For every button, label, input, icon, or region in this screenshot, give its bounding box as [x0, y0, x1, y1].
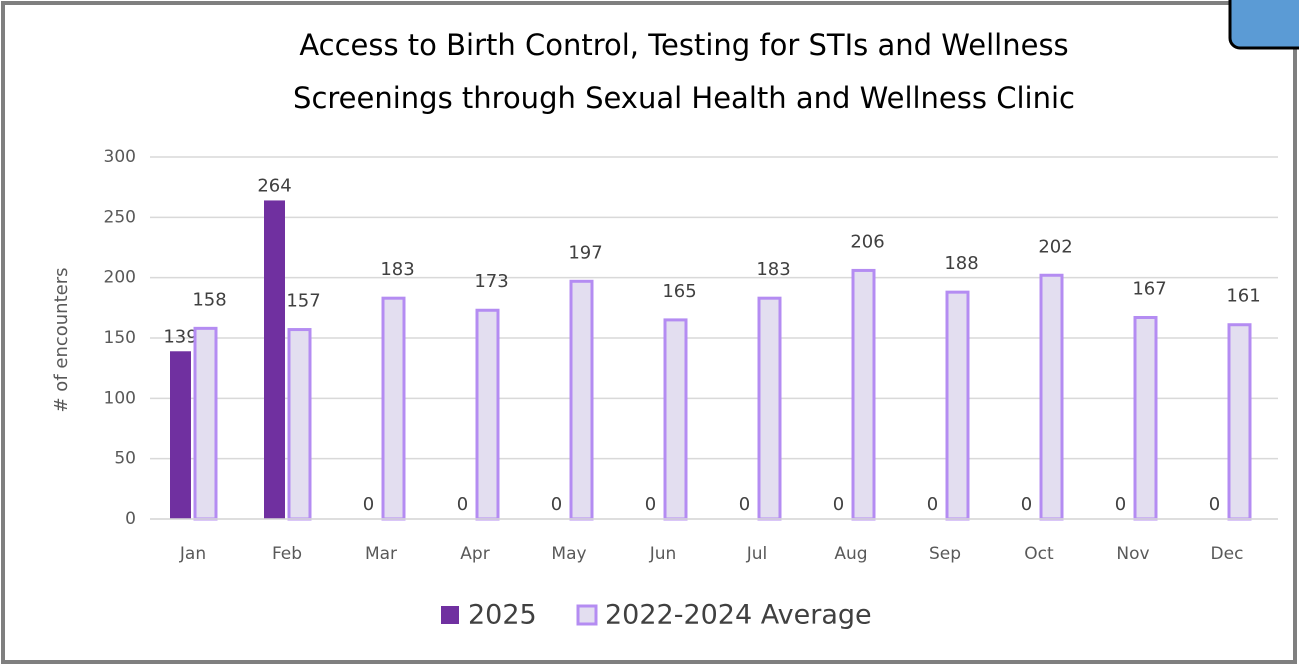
- data-label: 183: [756, 259, 790, 280]
- data-label: 206: [850, 231, 884, 252]
- data-label: 0: [457, 494, 468, 515]
- bar: [475, 308, 500, 521]
- bar: [945, 290, 970, 521]
- x-tick-label: Oct: [1024, 544, 1054, 564]
- x-tick-label: Apr: [460, 544, 489, 564]
- data-label: 264: [257, 175, 291, 196]
- y-tick-label: 0: [125, 509, 136, 529]
- bar: [193, 326, 218, 521]
- x-tick-label: Feb: [272, 544, 302, 564]
- y-axis-label: # of encounters: [51, 268, 72, 413]
- bar: [1227, 323, 1252, 521]
- x-tick-label: Mar: [365, 544, 397, 564]
- data-label: 0: [363, 494, 374, 515]
- y-tick-label: 50: [114, 449, 136, 469]
- data-label: 188: [944, 253, 978, 274]
- bar: [569, 279, 594, 521]
- bar: [264, 200, 285, 519]
- data-label: 161: [1226, 286, 1260, 307]
- x-tick-label: Jun: [649, 544, 677, 564]
- x-tick-label: Jan: [179, 544, 206, 564]
- chart-title: Screenings through Sexual Health and Wel…: [293, 81, 1075, 115]
- data-label: 139: [163, 326, 197, 347]
- bar: [663, 318, 688, 521]
- data-label: 0: [645, 494, 656, 515]
- data-label: 165: [662, 281, 696, 302]
- y-tick-label: 300: [104, 147, 136, 167]
- x-tick-label: May: [551, 544, 586, 564]
- legend-swatch: [441, 606, 459, 624]
- y-tick-label: 100: [104, 388, 136, 408]
- bar: [757, 296, 782, 521]
- data-label: 157: [286, 291, 320, 312]
- x-tick-label: Sep: [929, 544, 961, 564]
- data-label: 158: [192, 289, 226, 310]
- bar: [1133, 315, 1158, 521]
- bar: [170, 351, 191, 519]
- data-label: 0: [927, 494, 938, 515]
- data-label: 0: [1021, 494, 1032, 515]
- y-tick-label: 250: [104, 207, 136, 227]
- y-tick-label: 200: [104, 268, 136, 288]
- corner-box: [1228, 0, 1299, 50]
- data-label: 183: [380, 259, 414, 280]
- legend-label: 2022-2024 Average: [605, 600, 872, 631]
- bar: [381, 296, 406, 521]
- legend-label: 2025: [468, 600, 537, 631]
- data-label: 0: [1209, 494, 1220, 515]
- legend-swatch: [576, 604, 598, 626]
- data-label: 167: [1132, 278, 1166, 299]
- data-label: 0: [1115, 494, 1126, 515]
- y-tick-label: 150: [104, 328, 136, 348]
- x-tick-label: Aug: [834, 544, 867, 564]
- data-label: 0: [551, 494, 562, 515]
- x-tick-label: Nov: [1116, 544, 1149, 564]
- bar: [287, 328, 312, 521]
- bar: [1039, 273, 1064, 521]
- data-label: 202: [1038, 236, 1072, 257]
- data-label: 173: [474, 271, 508, 292]
- x-tick-label: Jul: [746, 544, 768, 564]
- data-label: 0: [739, 494, 750, 515]
- bar: [851, 268, 876, 521]
- data-label: 0: [833, 494, 844, 515]
- chart-title: Access to Birth Control, Testing for STI…: [299, 28, 1068, 62]
- x-tick-label: Dec: [1211, 544, 1244, 564]
- data-label: 197: [568, 242, 602, 263]
